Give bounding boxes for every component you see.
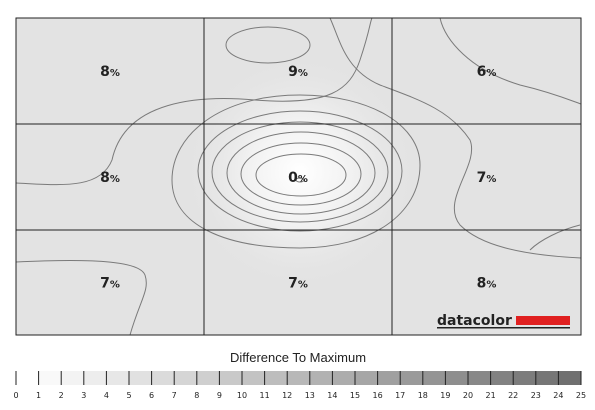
colorbar-swatch-9 xyxy=(219,371,243,385)
colorbar-swatch-1 xyxy=(38,371,62,385)
colorbar-tick-label-2: 2 xyxy=(59,391,64,400)
cell-labels: 8% 9% 6% 8% 0% 7% 7% 7% 8% xyxy=(100,64,496,292)
colorbar-swatch-20 xyxy=(468,371,492,385)
colorbar-tick-label-0: 0 xyxy=(13,391,18,400)
colorbar-swatch-5 xyxy=(129,371,153,385)
grid xyxy=(15,17,582,336)
colorbar-tick-label-20: 20 xyxy=(463,391,473,400)
colorbar-swatch-15 xyxy=(355,371,379,385)
contour-wave-1 xyxy=(15,17,373,186)
colorbar-tick-label-5: 5 xyxy=(126,391,131,400)
colorbar-swatch-14 xyxy=(332,371,356,385)
colorbar-tick-label-14: 14 xyxy=(327,391,337,400)
colorbar-swatch-24 xyxy=(558,371,582,385)
colorbar-swatch-8 xyxy=(196,371,220,385)
colorbar-swatch-6 xyxy=(151,371,175,385)
logo-underline xyxy=(437,327,570,329)
contour-wave-2 xyxy=(329,17,582,259)
colorbar-tick-label-1: 1 xyxy=(36,391,41,400)
colorbar-swatch-16 xyxy=(377,371,401,385)
colorbar-swatch-4 xyxy=(106,371,130,385)
contour-lines xyxy=(15,17,582,336)
colorbar-swatch-21 xyxy=(490,371,514,385)
colorbar-tick-label-18: 18 xyxy=(418,391,428,400)
colorbar-tick-label-3: 3 xyxy=(81,391,86,400)
colorbar-swatch-3 xyxy=(83,371,107,385)
contour-ring-5 xyxy=(197,110,403,232)
colorbar-swatch-7 xyxy=(174,371,198,385)
colorbar-tick-label-9: 9 xyxy=(217,391,222,400)
colorbar-title: Difference To Maximum xyxy=(230,350,366,365)
colorbar-swatch-0 xyxy=(16,371,40,385)
cell-label-r1c2: 9% xyxy=(288,64,308,80)
colorbar-tick-label-7: 7 xyxy=(172,391,177,400)
colorbar-tick-label-25: 25 xyxy=(576,391,586,400)
colorbar-swatch-10 xyxy=(242,371,266,385)
colorbar-swatch-19 xyxy=(445,371,469,385)
colorbar: 0 1 2 3 4 5 6 7 8 9 10 11 12 13 14 15 16 17 18 19 20 21 22 23 24… xyxy=(13,371,586,400)
contour-wave-3 xyxy=(439,17,582,105)
contour-top-oval xyxy=(225,26,311,64)
colorbar-swatch-2 xyxy=(61,371,85,385)
colorbar-tick-label-13: 13 xyxy=(305,391,315,400)
cell-label-r1c3: 6% xyxy=(477,64,497,80)
contour-ring-3 xyxy=(226,131,376,215)
colorbar-tick-label-11: 11 xyxy=(260,391,270,400)
cell-label-r2c3: 7% xyxy=(477,170,497,186)
cell-label-r3c2: 7% xyxy=(288,276,308,292)
colorbar-tick-label-19: 19 xyxy=(440,391,450,400)
colorbar-swatch-17 xyxy=(400,371,424,385)
colorbar-tick-label-15: 15 xyxy=(350,391,360,400)
contour-ring-4 xyxy=(211,121,389,223)
contour-center xyxy=(295,177,305,183)
contour-ring-2 xyxy=(240,142,362,206)
colorbar-swatch-13 xyxy=(309,371,333,385)
colorbar-tick-label-23: 23 xyxy=(531,391,541,400)
colorbar-tick-label-10: 10 xyxy=(237,391,247,400)
colorbar-swatch-23 xyxy=(535,371,559,385)
logo-text: datacolor xyxy=(437,313,512,329)
colorbar-tick-label-6: 6 xyxy=(149,391,154,400)
logo-bar xyxy=(516,316,570,325)
grid-border xyxy=(15,17,582,336)
colorbar-tick-label-16: 16 xyxy=(373,391,383,400)
colorbar-tick-label-22: 22 xyxy=(508,391,518,400)
cell-label-r2c1: 8% xyxy=(100,170,120,186)
cell-label-r3c1: 7% xyxy=(100,276,120,292)
colorbar-tick-label-12: 12 xyxy=(282,391,292,400)
colorbar-tick-label-21: 21 xyxy=(486,391,496,400)
contour-ring-6 xyxy=(171,94,421,249)
colorbar-tick-label-24: 24 xyxy=(553,391,563,400)
colorbar-tick-label-17: 17 xyxy=(395,391,405,400)
cell-label-r2c2: 0% xyxy=(288,170,308,186)
colorbar-tick-label-4: 4 xyxy=(104,391,109,400)
colorbar-swatch-11 xyxy=(264,371,288,385)
colorbar-swatch-12 xyxy=(287,371,311,385)
colorbar-tick-label-8: 8 xyxy=(194,391,199,400)
colorbar-swatch-18 xyxy=(422,371,446,385)
cell-label-r3c3: 8% xyxy=(477,276,497,292)
colorbar-swatch-22 xyxy=(513,371,537,385)
datacolor-logo: datacolor xyxy=(437,313,570,329)
contour-wave-5 xyxy=(529,224,581,251)
cell-label-r1c1: 8% xyxy=(100,64,120,80)
contour-wave-4 xyxy=(15,260,147,336)
contour-ring-1 xyxy=(255,153,347,197)
